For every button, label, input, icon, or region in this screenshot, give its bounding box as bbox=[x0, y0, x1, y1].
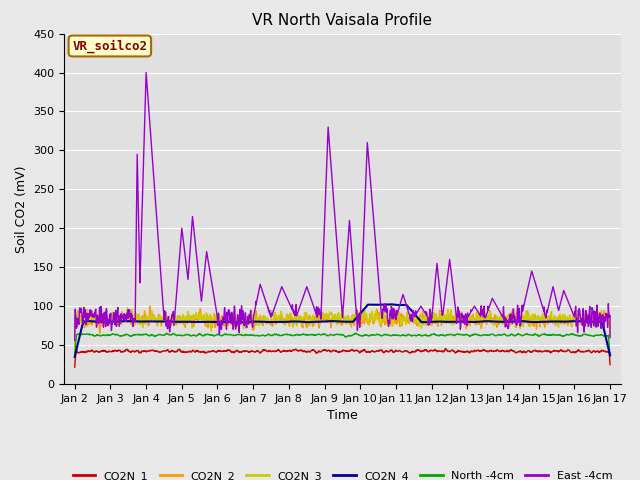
CO2N_1 bbox=[358, 348, 365, 354]
CO2N_2 bbox=[606, 332, 614, 338]
CO2N_1 bbox=[71, 364, 79, 370]
CO2N_3 bbox=[71, 348, 79, 353]
Legend: CO2N_1, CO2N_2, CO2N_3, CO2N_4, North -4cm, East -4cm: CO2N_1, CO2N_2, CO2N_3, CO2N_4, North -4… bbox=[68, 467, 616, 480]
CO2N_3 bbox=[124, 305, 131, 311]
North -4cm bbox=[559, 333, 567, 339]
CO2N_2 bbox=[559, 317, 567, 323]
North -4cm bbox=[220, 332, 228, 338]
Line: East -4cm: East -4cm bbox=[75, 72, 610, 340]
East -4cm bbox=[220, 309, 228, 315]
Line: CO2N_2: CO2N_2 bbox=[75, 306, 610, 354]
CO2N_2 bbox=[498, 319, 506, 324]
East -4cm bbox=[142, 70, 150, 75]
East -4cm bbox=[606, 335, 614, 340]
North -4cm bbox=[358, 333, 365, 339]
East -4cm bbox=[71, 337, 79, 343]
Line: CO2N_1: CO2N_1 bbox=[75, 348, 610, 367]
CO2N_4 bbox=[498, 319, 506, 324]
CO2N_4 bbox=[358, 309, 365, 315]
CO2N_2 bbox=[147, 303, 154, 309]
North -4cm bbox=[352, 330, 360, 336]
CO2N_2 bbox=[370, 320, 378, 325]
Title: VR North Vaisala Profile: VR North Vaisala Profile bbox=[252, 13, 433, 28]
CO2N_1 bbox=[220, 348, 228, 354]
Text: VR_soilco2: VR_soilco2 bbox=[72, 39, 147, 53]
CO2N_4 bbox=[559, 319, 567, 324]
CO2N_3 bbox=[498, 317, 506, 323]
CO2N_3 bbox=[606, 328, 614, 334]
CO2N_3 bbox=[220, 318, 228, 324]
East -4cm bbox=[574, 322, 582, 328]
North -4cm bbox=[606, 350, 614, 356]
CO2N_4 bbox=[606, 353, 614, 359]
CO2N_1 bbox=[606, 361, 614, 367]
Line: North -4cm: North -4cm bbox=[75, 333, 610, 353]
Y-axis label: Soil CO2 (mV): Soil CO2 (mV) bbox=[15, 165, 28, 252]
CO2N_3 bbox=[574, 319, 582, 325]
CO2N_4 bbox=[220, 319, 228, 325]
East -4cm bbox=[358, 277, 365, 283]
CO2N_1 bbox=[574, 348, 582, 354]
CO2N_2 bbox=[220, 323, 228, 329]
CO2N_2 bbox=[71, 351, 79, 357]
CO2N_1 bbox=[498, 348, 506, 354]
CO2N_1 bbox=[442, 346, 449, 351]
CO2N_3 bbox=[559, 312, 567, 317]
North -4cm bbox=[574, 333, 582, 339]
East -4cm bbox=[559, 290, 567, 296]
CO2N_2 bbox=[574, 321, 582, 327]
East -4cm bbox=[498, 313, 506, 319]
CO2N_1 bbox=[369, 348, 377, 354]
North -4cm bbox=[498, 332, 506, 338]
East -4cm bbox=[370, 215, 378, 221]
CO2N_4 bbox=[369, 302, 377, 308]
CO2N_3 bbox=[370, 315, 378, 321]
CO2N_2 bbox=[358, 317, 365, 323]
CO2N_4 bbox=[387, 301, 395, 307]
CO2N_1 bbox=[559, 348, 567, 354]
CO2N_4 bbox=[574, 318, 582, 324]
Line: CO2N_3: CO2N_3 bbox=[75, 308, 610, 350]
CO2N_3 bbox=[358, 317, 365, 323]
North -4cm bbox=[370, 332, 378, 338]
Line: CO2N_4: CO2N_4 bbox=[75, 304, 610, 357]
X-axis label: Time: Time bbox=[327, 409, 358, 422]
CO2N_4 bbox=[71, 354, 79, 360]
North -4cm bbox=[71, 350, 79, 356]
